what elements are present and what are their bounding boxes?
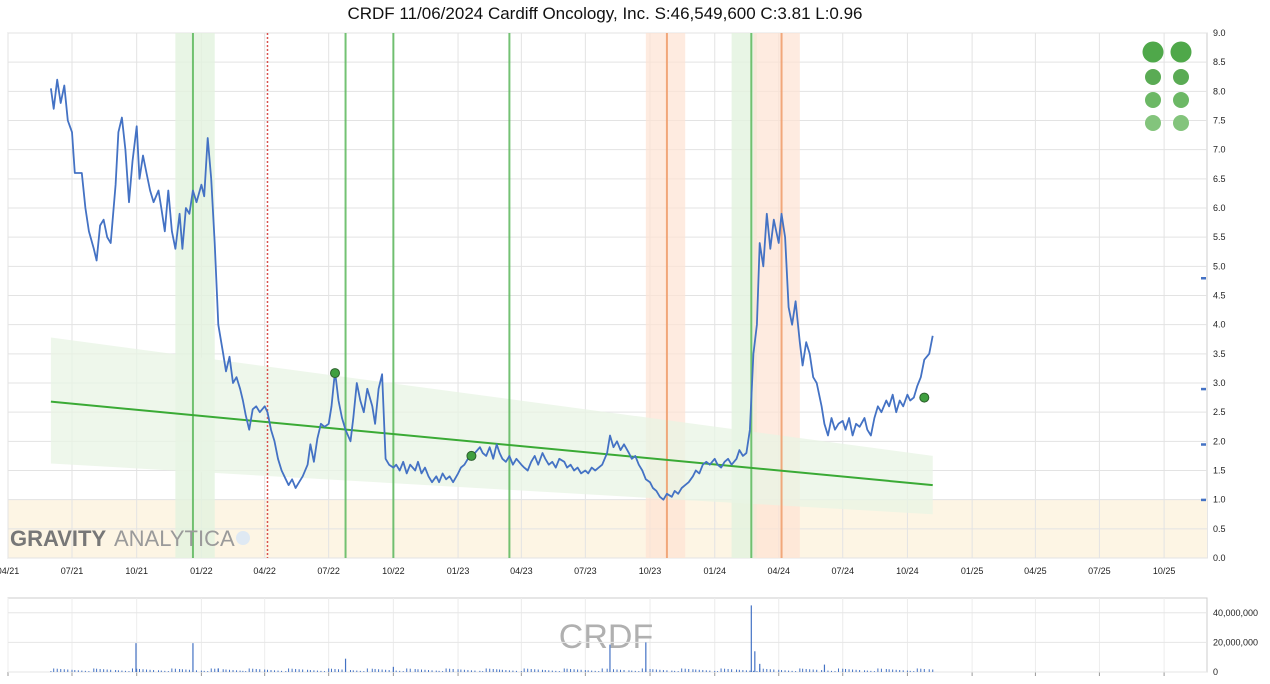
signal-dot: [1173, 115, 1189, 131]
trend-band: [50, 337, 933, 515]
x-tick-label: 04/21: [0, 566, 19, 576]
y-tick-label: 6.0: [1213, 203, 1226, 213]
x-tick-label: 10/23: [639, 566, 662, 576]
x-tick-label: 04/22: [253, 566, 276, 576]
y-tick-label: 5.0: [1213, 261, 1226, 271]
y-tick-label: 7.0: [1213, 145, 1226, 155]
axes: 0.0 0.5 1.0 1.5 2.0 2.5 3.0 3.5 4.0 4.5 5.0 5.5 6.0 6…: [0, 28, 1226, 576]
y-tick-label: 0.5: [1213, 524, 1226, 534]
right-axis-mark: [1201, 277, 1206, 280]
signal-dot: [1145, 115, 1161, 131]
x-tick-label: 10/25: [1153, 566, 1176, 576]
signal-dots: [1142, 41, 1192, 131]
x-tick-label: 01/23: [447, 566, 470, 576]
signal-dot: [1170, 41, 1192, 63]
volume-y-tick-label: 20,000,000: [1213, 637, 1258, 647]
y-tick-label: 2.0: [1213, 436, 1226, 446]
y-tick-label: 7.5: [1213, 116, 1226, 126]
watermark: GRAVITY ANALYTICA CRDF: [10, 526, 653, 656]
x-tick-label: 01/24: [703, 566, 726, 576]
y-tick-label: 4.5: [1213, 291, 1226, 301]
x-tick-label: 10/22: [382, 566, 405, 576]
y-tick-label: 3.5: [1213, 349, 1226, 359]
y-tick-label: 3.0: [1213, 378, 1226, 388]
y-tick-label: 8.5: [1213, 57, 1226, 67]
trend-band-area: [50, 337, 933, 515]
markers: [330, 368, 930, 461]
right-axis-mark: [1201, 443, 1206, 446]
x-tick-label: 04/24: [767, 566, 790, 576]
signal-dot: [1145, 69, 1161, 85]
volume-y-tick-label: 40,000,000: [1213, 608, 1258, 618]
y-tick-label: 6.5: [1213, 174, 1226, 184]
trend-line-path: [50, 400, 933, 487]
x-tick-label: 01/25: [961, 566, 984, 576]
green-shaded-range: [175, 33, 215, 558]
signal-marker: [466, 450, 477, 461]
right-axis-mark: [1201, 498, 1206, 502]
x-tick-label: 01/22: [190, 566, 213, 576]
price-line: [50, 78, 934, 501]
chart-title: CRDF 11/06/2024 Cardiff Oncology, Inc. S…: [347, 4, 863, 23]
signal-dot: [1145, 92, 1161, 108]
y-tick-label: 5.5: [1213, 232, 1226, 242]
x-tick-label: 07/25: [1088, 566, 1111, 576]
x-tick-label: 07/21: [61, 566, 84, 576]
x-tick-label: 10/21: [125, 566, 148, 576]
volume-chart: 0 20,000,000 40,000,000: [8, 605, 1258, 677]
y-tick-label: 0.0: [1213, 553, 1226, 563]
y-tick-label: 4.0: [1213, 320, 1226, 330]
signal-marker: [330, 368, 340, 379]
watermark-brand-light: ANALYTICA: [114, 526, 235, 551]
trend-line: [50, 400, 933, 487]
y-tick-label: 8.0: [1213, 86, 1226, 96]
x-tick-label: 07/22: [317, 566, 340, 576]
signal-marker: [919, 392, 930, 403]
y-tick-label: 2.5: [1213, 407, 1226, 417]
signal-dot: [1173, 92, 1189, 108]
volume-y-tick-label: 0: [1213, 667, 1218, 677]
x-tick-label: 04/25: [1024, 566, 1047, 576]
x-tick-label: 04/23: [510, 566, 533, 576]
price-series: [50, 78, 934, 501]
watermark-globe-icon: [236, 531, 250, 545]
x-tick-label: 10/24: [896, 566, 919, 576]
y-tick-label: 9.0: [1213, 28, 1226, 38]
x-tick-label: 07/24: [831, 566, 854, 576]
watermark-ticker: CRDF: [559, 618, 653, 656]
x-tick-label: 07/23: [574, 566, 597, 576]
signal-dot: [1173, 69, 1189, 85]
right-axis-mark: [1201, 387, 1206, 391]
y-tick-label: 1.5: [1213, 466, 1226, 476]
y-tick-label: 1.0: [1213, 495, 1226, 505]
signal-dot: [1142, 41, 1164, 63]
watermark-brand-bold: GRAVITY: [10, 526, 106, 551]
